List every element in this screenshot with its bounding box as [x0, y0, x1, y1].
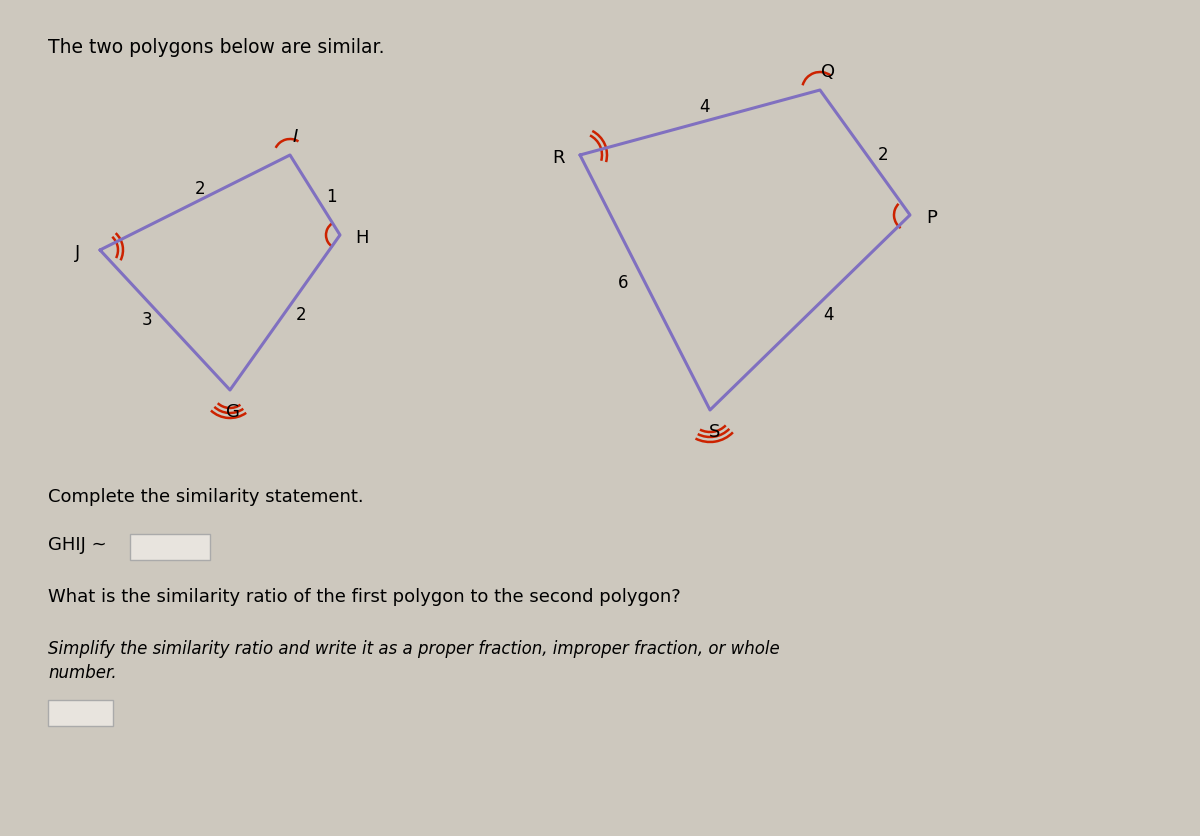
Text: G: G — [226, 403, 240, 421]
Text: S: S — [709, 423, 721, 441]
Text: Simplify the similarity ratio and write it as a proper fraction, improper fracti: Simplify the similarity ratio and write … — [48, 640, 780, 658]
FancyBboxPatch shape — [48, 700, 113, 726]
Text: R: R — [552, 149, 564, 167]
Text: 2: 2 — [295, 305, 306, 324]
Text: 4: 4 — [823, 305, 833, 324]
Text: 2: 2 — [877, 145, 888, 164]
FancyBboxPatch shape — [130, 534, 210, 560]
Text: 1: 1 — [325, 188, 336, 206]
Text: 2: 2 — [194, 180, 205, 197]
Text: 3: 3 — [142, 311, 152, 329]
Text: The two polygons below are similar.: The two polygons below are similar. — [48, 38, 384, 57]
Text: 6: 6 — [618, 273, 629, 292]
Text: P: P — [926, 209, 937, 227]
Text: Complete the similarity statement.: Complete the similarity statement. — [48, 488, 364, 506]
Text: What is the similarity ratio of the first polygon to the second polygon?: What is the similarity ratio of the firs… — [48, 588, 680, 606]
Text: H: H — [355, 229, 368, 247]
Text: J: J — [76, 244, 80, 262]
Text: GHIJ ~: GHIJ ~ — [48, 536, 107, 554]
Text: number.: number. — [48, 664, 116, 682]
Text: Q: Q — [821, 63, 835, 81]
Text: 4: 4 — [700, 98, 710, 115]
Text: I: I — [293, 128, 298, 146]
